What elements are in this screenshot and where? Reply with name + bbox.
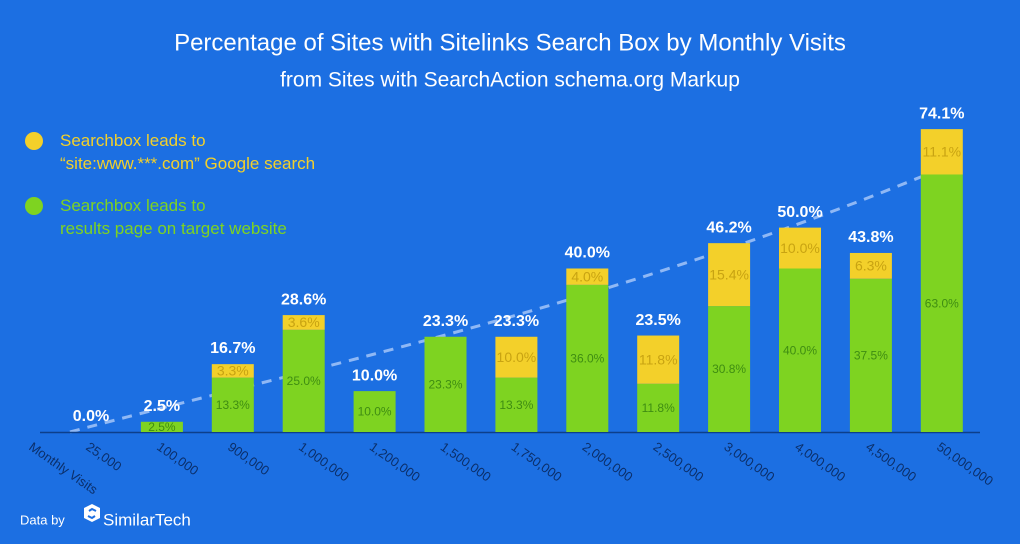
- total-label: 10.0%: [352, 367, 397, 384]
- segment-label: 4.0%: [571, 268, 603, 284]
- legend-label: Searchbox leads to results page on targe…: [60, 196, 287, 238]
- x-tick-label: 25,000: [83, 439, 124, 474]
- total-label: 50.0%: [777, 204, 822, 221]
- segment-label: 3.6%: [288, 314, 320, 330]
- segment-label: 3.3%: [217, 363, 249, 379]
- bar-segment: [779, 268, 821, 432]
- footer-prefix: Data by: [20, 512, 65, 527]
- bar-segment: [920, 129, 963, 175]
- bar-segment: [353, 391, 396, 432]
- x-tick-label: 100,000: [154, 439, 201, 478]
- segment-label: 23.3%: [428, 378, 462, 392]
- bar-segment: [708, 243, 751, 307]
- x-tick-label: 900,000: [225, 439, 272, 478]
- segment-label: 10.0%: [780, 240, 820, 256]
- legend-label: Searchbox leads to “site:www.***.com” Go…: [60, 131, 316, 173]
- segment-label: 25.0%: [287, 374, 321, 388]
- segment-label: 30.8%: [712, 362, 746, 376]
- bar-segment: [495, 336, 538, 378]
- total-label: 2.5%: [144, 398, 180, 415]
- footer-brand: SimilarTech: [103, 510, 191, 529]
- total-label: 23.5%: [636, 312, 681, 329]
- bar-segment: [566, 268, 609, 285]
- total-label: 23.3%: [423, 313, 468, 330]
- total-label: 0.0%: [73, 408, 109, 425]
- x-tick-label: 3,000,000: [721, 439, 777, 484]
- brand-logo: [84, 504, 100, 522]
- segment-label: 36.0%: [570, 352, 604, 366]
- segment-label: 2.5%: [148, 420, 176, 434]
- x-tick-label: 1,750,000: [509, 439, 565, 484]
- x-tick-label: 2,000,000: [580, 439, 636, 484]
- segment-label: 11.1%: [922, 144, 961, 160]
- total-label: 16.7%: [210, 340, 255, 357]
- segment-label: 10.0%: [497, 349, 537, 365]
- bar-segment: [920, 174, 963, 433]
- segment-label: 13.3%: [216, 398, 250, 412]
- total-label: 74.1%: [919, 105, 964, 122]
- x-tick-label: 1,000,000: [296, 439, 352, 484]
- trend-line: [69, 163, 951, 434]
- bar-segment: [708, 306, 751, 432]
- bar-segment: [140, 421, 183, 432]
- bar-segment: [566, 284, 609, 432]
- bar-segment: [637, 335, 680, 384]
- bar-segment: [424, 336, 467, 432]
- bar-segment: [495, 377, 538, 432]
- bar-segment: [779, 227, 821, 269]
- total-label: 46.2%: [706, 219, 751, 236]
- bar-segment: [849, 252, 892, 279]
- segment-label: 11.8%: [642, 401, 675, 415]
- segment-label: 11.8%: [639, 351, 678, 367]
- segment-label: 6.3%: [855, 258, 887, 274]
- bar-segment: [637, 383, 680, 432]
- x-tick-label: 2,500,000: [651, 439, 707, 484]
- total-label: 40.0%: [565, 245, 610, 262]
- total-label: 28.6%: [281, 291, 326, 308]
- x-tick-label: 4,000,000: [792, 439, 848, 484]
- total-label: 43.8%: [848, 229, 893, 246]
- segment-label: 37.5%: [854, 349, 888, 363]
- bar-segment: [282, 329, 325, 432]
- total-label: 23.3%: [494, 313, 539, 330]
- segment-label: 10.0%: [358, 405, 392, 419]
- bar-segment: [282, 315, 325, 330]
- x-tick-label: 4,500,000: [863, 439, 919, 484]
- bar-segment: [211, 364, 254, 378]
- segment-label: 13.3%: [499, 398, 533, 412]
- x-tick-label: 50,000,000: [934, 439, 996, 489]
- segment-label: 40.0%: [783, 343, 817, 357]
- legend-marker: [25, 132, 43, 150]
- segment-label: 63.0%: [925, 296, 959, 310]
- bar-segment: [211, 377, 254, 432]
- chart-subtitle: from Sites with SearchAction schema.org …: [280, 69, 740, 92]
- x-tick-label: 1,500,000: [438, 439, 494, 484]
- chart-title: Percentage of Sites with Sitelinks Searc…: [174, 29, 846, 56]
- x-tick-label: 1,200,000: [367, 439, 423, 484]
- segment-label: 15.4%: [709, 266, 749, 282]
- legend-marker: [25, 197, 43, 215]
- bar-segment: [849, 278, 892, 432]
